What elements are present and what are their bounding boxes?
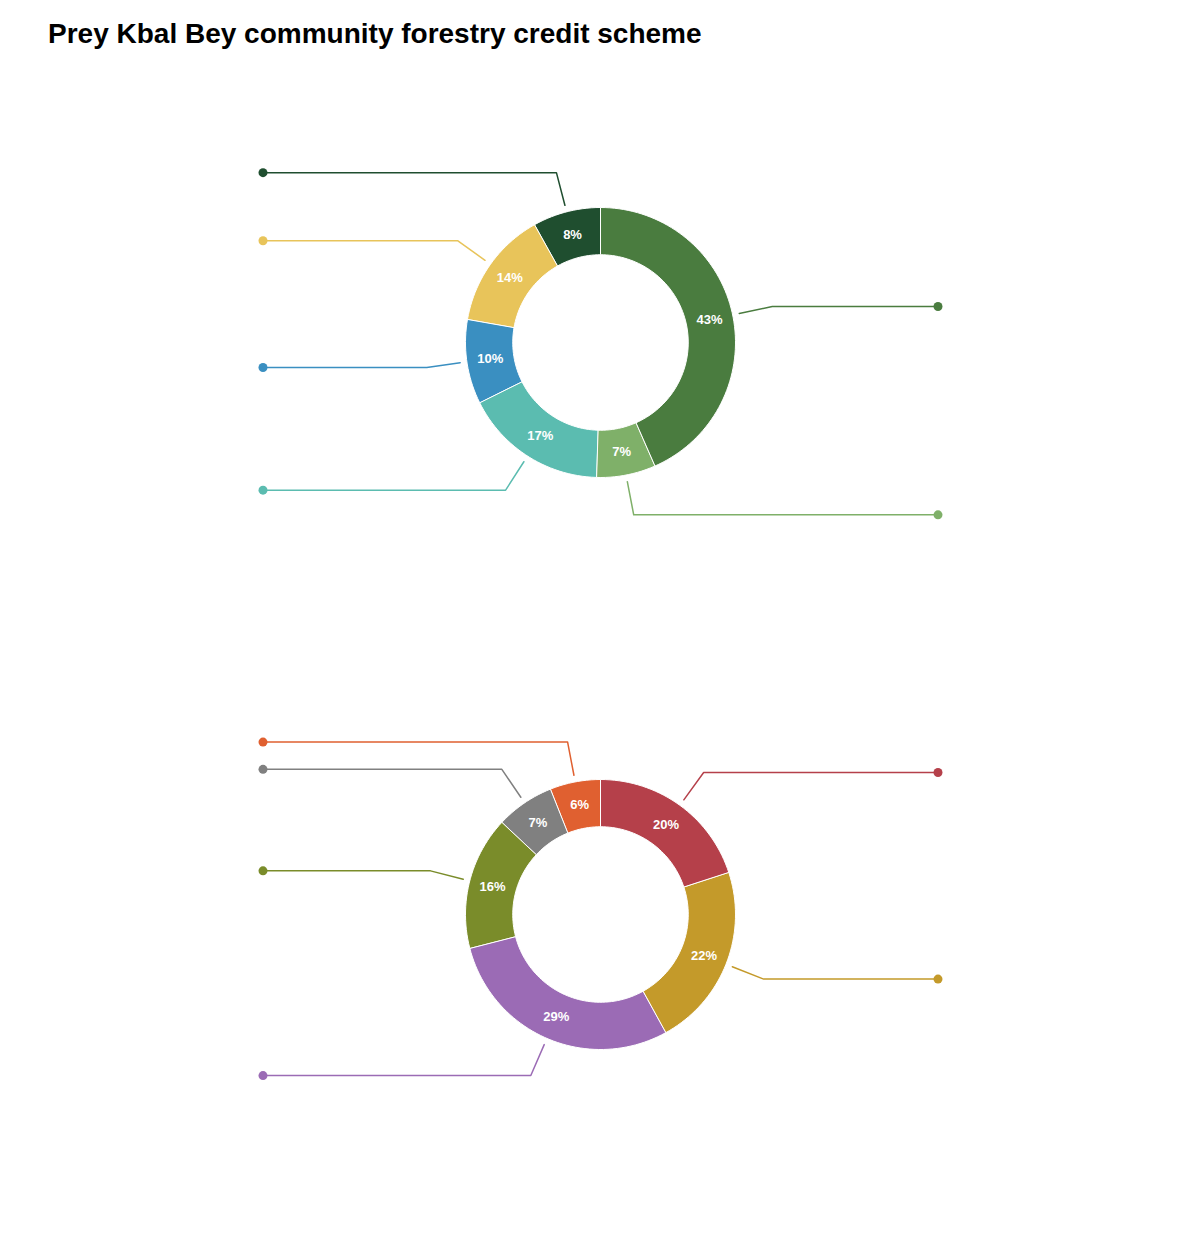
svg-text:17%: 17% <box>527 428 553 443</box>
svg-text:7%: 7% <box>528 815 547 830</box>
svg-text:22%: 22% <box>691 948 717 963</box>
svg-text:8%: 8% <box>563 227 582 242</box>
svg-text:10%: 10% <box>477 351 503 366</box>
svg-text:16%: 16% <box>480 879 506 894</box>
svg-text:29%: 29% <box>543 1009 569 1024</box>
html-text:Prey Kbal Bey community forest: Prey Kbal Bey community forestry credit … <box>48 18 702 49</box>
svg-text:20%: 20% <box>653 817 679 832</box>
svg-text:14%: 14% <box>497 270 523 285</box>
svg-text:6%: 6% <box>570 797 589 812</box>
svg-text:7%: 7% <box>612 444 631 459</box>
svg-text:43%: 43% <box>696 312 722 327</box>
